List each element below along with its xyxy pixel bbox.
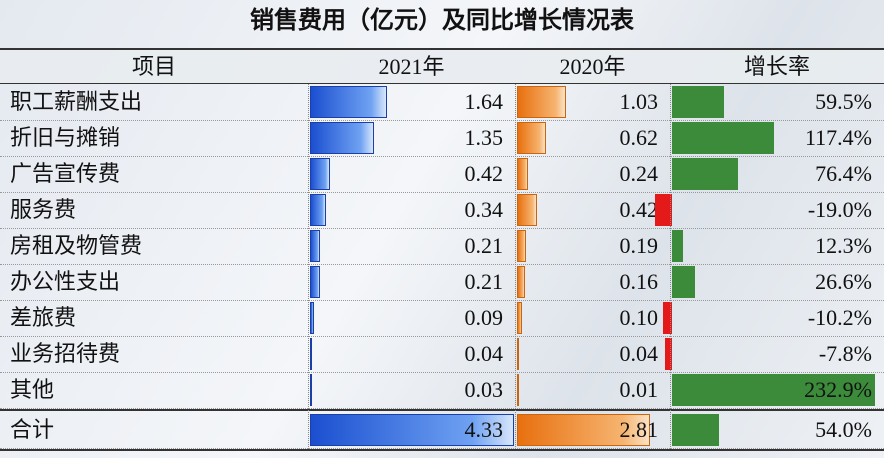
column-line [670,84,671,449]
bar-2020 [517,338,519,370]
row-line [0,448,884,449]
growth-value: -10.2% [807,305,872,330]
bar-2020 [517,158,529,190]
value-2020: 0.01 [619,377,659,402]
growth-bar [672,158,739,190]
growth-bar [672,414,719,446]
value-2020: 0.42 [619,197,659,222]
bar-2020 [517,86,566,118]
value-2021: 0.21 [464,233,504,258]
item-cell: 其他 [10,377,55,402]
row-line [0,300,884,301]
growth-value: 59.5% [815,89,872,114]
value-2021: 0.34 [464,197,504,222]
bar-2020 [517,374,519,406]
bar-2020 [517,230,526,262]
row-line [0,120,884,121]
value-2021: 1.35 [464,125,504,150]
item-cell: 服务费 [10,197,77,222]
value-2020: 2.81 [619,417,659,442]
bar-2020 [517,194,537,226]
item-cell: 合计 [10,417,55,442]
growth-bar [672,86,724,118]
bar-2021 [310,266,320,298]
row-line [0,192,884,193]
bar-2021 [310,374,312,406]
bar-2020 [517,122,547,154]
bar-2020 [517,266,525,298]
bar-2020 [517,302,522,334]
header-cell: 2020年 [515,48,670,84]
value-2021: 0.03 [464,377,504,402]
row-line [0,156,884,157]
growth-value: 117.4% [804,125,872,150]
growth-bar [672,266,696,298]
item-cell: 业务招待费 [10,341,121,366]
growth-value: 26.6% [815,269,872,294]
growth-value: 232.9% [804,377,872,402]
row-line [0,228,884,229]
bar-2020 [517,414,650,446]
value-2020: 0.10 [619,305,659,330]
item-cell: 职工薪酬支出 [10,89,143,114]
column-line [515,84,516,449]
bar-2021 [310,158,330,190]
column-line [308,84,309,449]
value-2020: 0.16 [619,269,659,294]
growth-bar [672,374,875,406]
value-2021: 4.33 [464,417,504,442]
bottom-line [0,449,884,451]
value-2020: 0.19 [619,233,659,258]
item-cell: 差旅费 [10,305,77,330]
growth-bar [655,194,672,226]
value-2020: 1.03 [619,89,659,114]
growth-value: -19.0% [807,197,872,222]
header-cell: 项目 [0,48,308,84]
total-line [0,409,884,411]
bar-2021 [310,230,320,262]
value-2020: 0.04 [619,341,659,366]
bar-2021 [310,122,374,154]
bar-2021 [310,302,315,334]
growth-bar [665,338,672,370]
growth-value: -7.8% [818,341,872,366]
title: 销售费用（亿元）及同比增长情况表 [250,8,634,34]
item-cell: 办公性支出 [10,269,121,294]
value-2021: 0.21 [464,269,504,294]
growth-bar [672,122,775,154]
bar-2021 [310,194,327,226]
growth-bar [663,302,672,334]
value-2021: 0.42 [464,161,504,186]
value-2021: 0.04 [464,341,504,366]
value-2021: 0.09 [464,305,504,330]
bar-2021 [310,86,388,118]
growth-value: 12.3% [815,233,872,258]
item-cell: 折旧与摊销 [10,125,121,150]
item-cell: 广告宣传费 [10,161,121,186]
growth-value: 76.4% [815,161,872,186]
bar-2021 [310,414,515,446]
row-line [0,408,884,409]
header-cell: 增长率 [670,48,884,84]
item-cell: 房租及物管费 [10,233,143,258]
value-2020: 0.24 [619,161,659,186]
row-line [0,336,884,337]
growth-value: 54.0% [815,417,872,442]
growth-bar [672,230,683,262]
row-line [0,264,884,265]
header-cell: 2021年 [308,48,515,84]
value-2020: 0.62 [619,125,659,150]
bar-2021 [310,338,312,370]
value-2021: 1.64 [464,89,504,114]
row-line [0,372,884,373]
